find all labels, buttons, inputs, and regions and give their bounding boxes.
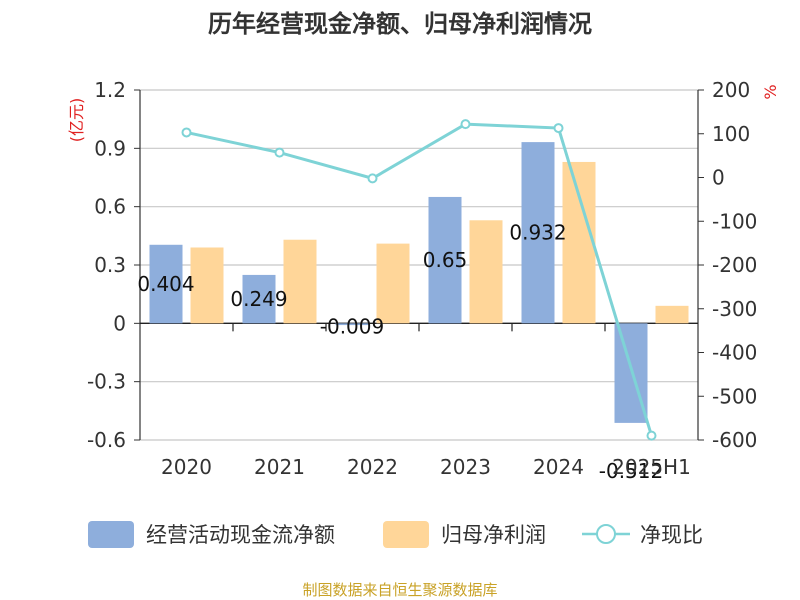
bar-cashflow xyxy=(335,323,369,326)
bar-cashflow xyxy=(428,196,462,324)
category-label: 2025H1 xyxy=(612,455,691,479)
grid-lines xyxy=(140,89,698,441)
right-tick-label: -600 xyxy=(712,428,757,452)
right-tick-label: 200 xyxy=(712,78,750,102)
bar-netprofit xyxy=(283,239,317,324)
right-axis-unit: % xyxy=(761,84,780,99)
category-label: 2024 xyxy=(533,455,584,479)
left-axis-unit: (亿元) xyxy=(67,98,86,143)
right-tick-label: 100 xyxy=(712,122,750,146)
cashflow-data-label: 0.404 xyxy=(137,272,194,296)
right-tick-label: -400 xyxy=(712,341,757,365)
bar-cashflow xyxy=(242,274,276,324)
bar-cashflow xyxy=(521,142,555,324)
ratio-point xyxy=(553,123,564,134)
right-tick-label: -200 xyxy=(712,253,757,277)
left-tick-label: 0 xyxy=(113,311,126,335)
left-tick-label: 1.2 xyxy=(94,78,126,102)
cashflow-data-label: 0.65 xyxy=(423,248,468,272)
data-labels: 0.404 0.249 -0.009 0.65 0.932 -0.512 xyxy=(137,221,663,483)
bar-netprofit xyxy=(469,220,503,324)
legend-label: 净现比 xyxy=(640,523,703,547)
left-tick-label: -0.6 xyxy=(87,428,126,452)
legend-marker xyxy=(596,524,616,544)
ratio-point xyxy=(460,119,471,130)
right-tick-label: -300 xyxy=(712,297,757,321)
chart-title: 历年经营现金净额、归母净利润情况 xyxy=(208,10,592,38)
right-tick-label: 0 xyxy=(712,166,725,190)
category-label: 2023 xyxy=(440,455,491,479)
axes xyxy=(134,89,704,441)
cashflow-data-label: 0.932 xyxy=(509,221,566,245)
left-tick-label: 0.3 xyxy=(94,253,126,277)
ratio-point xyxy=(181,127,192,138)
category-label: 2021 xyxy=(254,455,305,479)
right-tick-label: -100 xyxy=(712,209,757,233)
cashflow-data-label: -0.009 xyxy=(320,314,384,338)
ratio-point xyxy=(367,173,378,184)
category-label: 2022 xyxy=(347,455,398,479)
left-tick-label: 0.9 xyxy=(94,136,126,160)
bar-netprofit xyxy=(376,243,410,324)
bars xyxy=(149,142,689,423)
ratio-point xyxy=(646,430,657,441)
legend-label: 经营活动现金流净额 xyxy=(146,523,335,547)
bar-netprofit xyxy=(655,305,689,324)
ratio-point xyxy=(274,147,285,158)
ratio-line xyxy=(181,119,657,441)
legend-label: 归母净利润 xyxy=(441,523,546,547)
legend: 经营活动现金流净额 归母净利润 净现比 xyxy=(88,521,703,548)
left-tick-label: 0.6 xyxy=(94,195,126,219)
category-label: 2020 xyxy=(161,455,212,479)
ratio-line-path xyxy=(186,122,653,437)
bar-netprofit xyxy=(190,247,224,324)
right-tick-label: -500 xyxy=(712,384,757,408)
legend-swatch xyxy=(88,521,134,548)
tick-labels: 1.2 0.9 0.6 0.3 0 -0.3 -0.6 200 100 0 -100 -200 -300… xyxy=(87,78,757,479)
bar-cashflow xyxy=(149,244,183,324)
legend-swatch xyxy=(383,521,429,548)
left-tick-label: -0.3 xyxy=(87,370,126,394)
bar-netprofit xyxy=(562,161,596,324)
cashflow-data-label: -0.512 xyxy=(599,459,663,483)
cashflow-data-label: 0.249 xyxy=(230,287,287,311)
source-note: 制图数据来自恒生聚源数据库 xyxy=(302,581,497,599)
